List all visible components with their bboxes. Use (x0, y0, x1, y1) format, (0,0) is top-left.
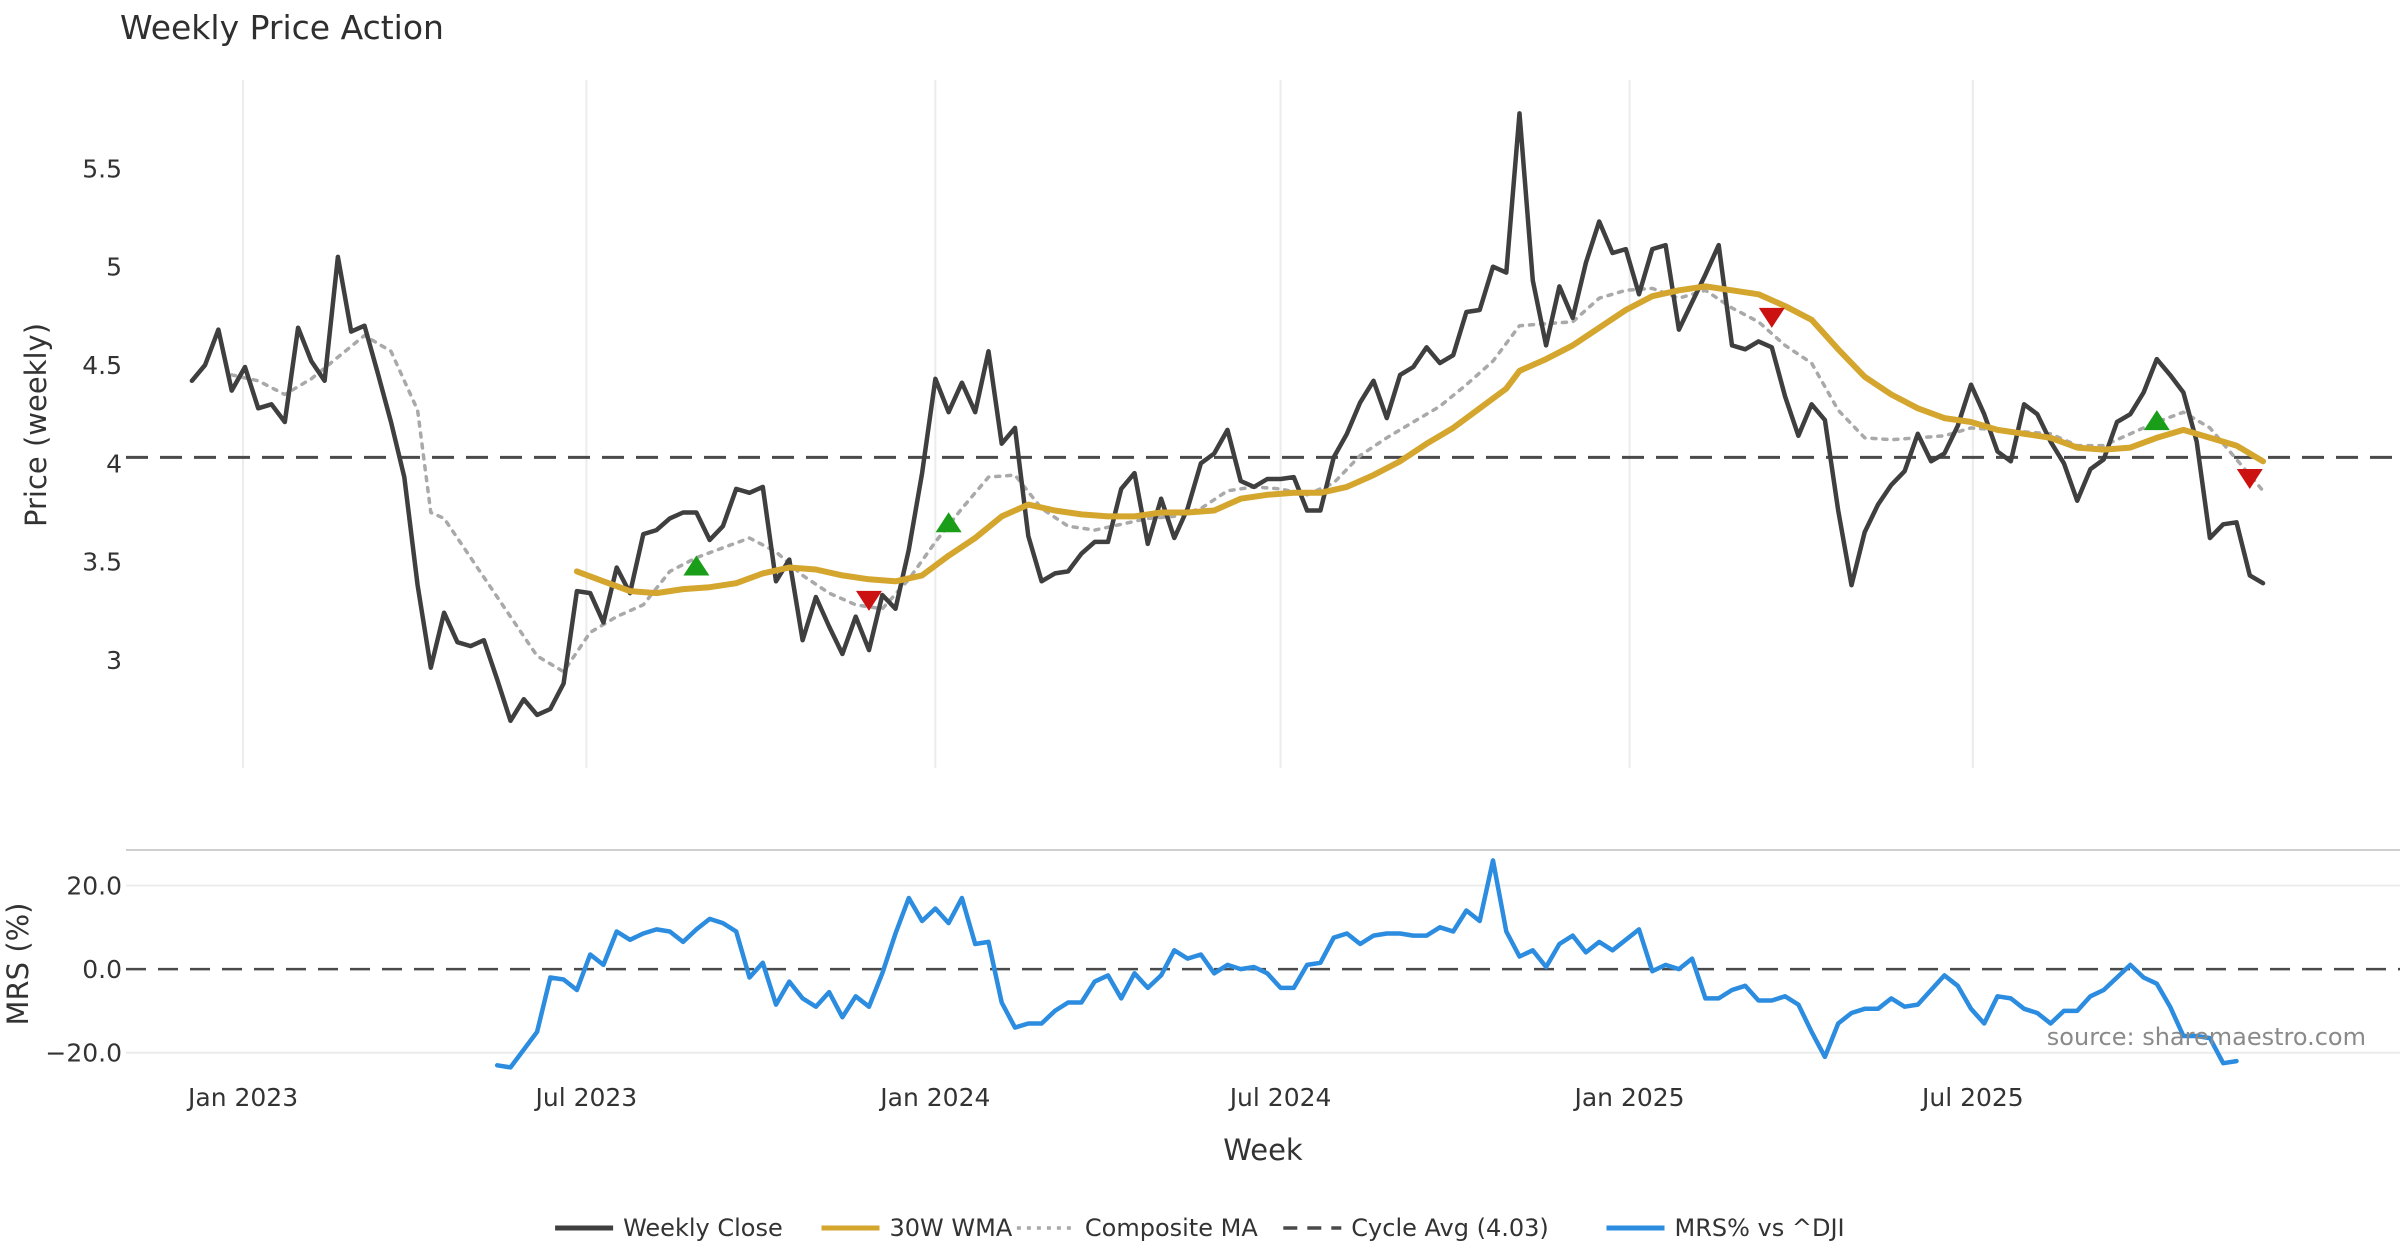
x-tick-label: Jan 2025 (1572, 1083, 1684, 1112)
sell-signal-marker (1758, 307, 1785, 328)
x-tick-label: Jul 2023 (533, 1083, 637, 1112)
sell-signal-marker (2236, 469, 2263, 490)
price-y-ticks: 3 3.5 4 4.5 5 5.5 (82, 154, 122, 674)
weekly-close-line (189, 111, 2266, 724)
30w-wma-line (573, 283, 2266, 597)
legend-item: Weekly Close (555, 1214, 783, 1242)
mrs-series (494, 858, 2239, 1070)
buy-signal-marker (683, 555, 710, 576)
price-y-tick-label: 3 (106, 646, 122, 675)
sell-signal-marker (855, 590, 882, 611)
mrs-horizontal-gridlines (126, 884, 2400, 1054)
chart-title: Weekly Price Action (120, 8, 444, 47)
price-y-tick-label: 4 (106, 449, 122, 478)
x-tick-label: Jan 2023 (186, 1083, 298, 1112)
composite-ma-line (229, 286, 2265, 674)
mrs-y-tick-label: 20.0 (66, 871, 122, 900)
x-tick-label: Jan 2024 (878, 1083, 990, 1112)
price-y-tick-label: 3.5 (82, 548, 122, 577)
price-panel: 3 3.5 4 4.5 5 5.5 Price (weekly) (19, 80, 2400, 768)
legend-label: MRS% vs ^DJI (1675, 1214, 1845, 1242)
legend-label: Composite MA (1085, 1214, 1258, 1242)
legend-label: 30W WMA (890, 1214, 1013, 1242)
x-axis-ticks: Jan 2023 Jul 2023 Jan 2024 Jul 2024 Jan 2025… (186, 1083, 2024, 1112)
price-y-axis-label: Price (weekly) (19, 323, 53, 527)
price-y-tick-label: 5 (106, 253, 122, 282)
price-y-tick-label: 4.5 (82, 351, 122, 380)
legend-item: MRS% vs ^DJI (1606, 1214, 1845, 1242)
price-series (189, 111, 2266, 724)
legend-label: Cycle Avg (4.03) (1351, 1214, 1548, 1242)
signal-markers (683, 307, 2263, 611)
x-axis-label: Week (1223, 1133, 1303, 1167)
price-x-gridlines (242, 80, 1974, 768)
mrs-y-tick-label: 0.0 (82, 955, 122, 984)
buy-signal-marker (935, 512, 962, 533)
legend-item: Composite MA (1016, 1214, 1258, 1242)
legend: Weekly Close 30W WMA Composite MA Cycle Avg… (555, 1214, 1845, 1242)
legend-label: Weekly Close (623, 1214, 783, 1242)
mrs-y-axis-label: MRS (%) (1, 903, 35, 1026)
mrs-y-ticks: 20.0 0.0 −20.0 (45, 871, 122, 1067)
mrs-line (494, 858, 2239, 1070)
legend-item: Cycle Avg (4.03) (1283, 1214, 1549, 1242)
source-note: source: sharemaestro.com (2047, 1023, 2366, 1051)
x-tick-label: Jul 2024 (1228, 1083, 1332, 1112)
mrs-y-tick-label: −20.0 (45, 1039, 122, 1068)
price-y-tick-label: 5.5 (82, 154, 122, 183)
buy-signal-marker (2143, 410, 2170, 431)
mrs-panel: 20.0 0.0 −20.0 MRS (%) source: sharemaestr… (1, 858, 2400, 1070)
legend-item: 30W WMA (821, 1214, 1013, 1242)
x-tick-label: Jul 2025 (1920, 1083, 2024, 1112)
